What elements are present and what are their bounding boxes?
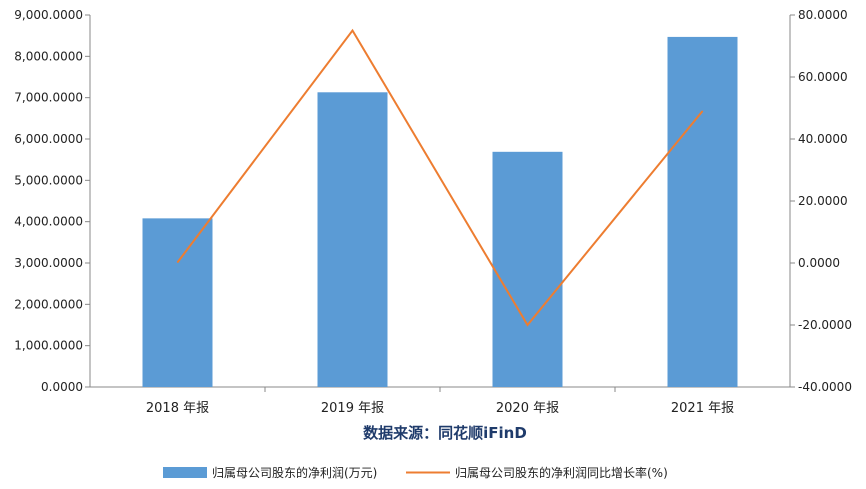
left-tick-label: 1,000.0000 — [14, 339, 83, 353]
x-axis-label: 数据来源：同花顺iFinD — [363, 424, 527, 442]
right-tick-label: -20.0000 — [798, 318, 852, 332]
left-tick-label: 7,000.0000 — [14, 91, 83, 105]
legend-bar-swatch — [163, 467, 207, 478]
left-tick-label: 5,000.0000 — [14, 173, 83, 187]
bar — [142, 218, 213, 387]
category-label: 2020 年报 — [496, 401, 559, 416]
bar — [317, 92, 388, 387]
right-tick-label: 20.0000 — [798, 194, 848, 208]
category-label: 2021 年报 — [671, 401, 734, 416]
left-tick-label: 9,000.0000 — [14, 8, 83, 22]
category-label: 2018 年报 — [146, 401, 209, 416]
legend: 归属母公司股东的净利润(万元) 归属母公司股东的净利润同比增长率(%) — [163, 465, 668, 480]
line-point — [352, 30, 353, 31]
legend-bar-label: 归属母公司股东的净利润(万元) — [212, 465, 377, 480]
right-tick-label: 80.0000 — [798, 8, 848, 22]
line-point — [177, 261, 178, 263]
growth-line — [176, 28, 704, 327]
line-series — [176, 28, 704, 327]
right-tick-label: -40.0000 — [798, 380, 852, 394]
left-tick-label: 2,000.0000 — [14, 297, 83, 311]
bar-series — [142, 36, 738, 387]
left-tick-label: 3,000.0000 — [14, 256, 83, 270]
category-labels: 2018 年报 2019 年报 2020 年报 2021 年报 — [146, 401, 734, 416]
right-tick-label: 0.0000 — [798, 256, 840, 270]
left-tick-label: 0.0000 — [41, 380, 83, 394]
left-tick-label: 8,000.0000 — [14, 49, 83, 63]
legend-line-label: 归属母公司股东的净利润同比增长率(%) — [455, 465, 668, 480]
category-label: 2019 年报 — [321, 401, 384, 416]
bar — [492, 151, 563, 387]
left-axis-ticks: 0.0000 1,000.0000 2,000.0000 3,000.0000 4,00… — [14, 8, 90, 394]
line-point — [702, 110, 703, 112]
left-tick-label: 4,000.0000 — [14, 215, 83, 229]
right-axis-ticks: -40.0000 -20.0000 0.0000 20.0000 40.0000 60.0… — [790, 8, 852, 394]
line-point — [527, 324, 528, 326]
left-tick-label: 6,000.0000 — [14, 132, 83, 146]
bar — [667, 36, 738, 387]
right-tick-label: 40.0000 — [798, 132, 848, 146]
right-tick-label: 60.0000 — [798, 70, 848, 84]
